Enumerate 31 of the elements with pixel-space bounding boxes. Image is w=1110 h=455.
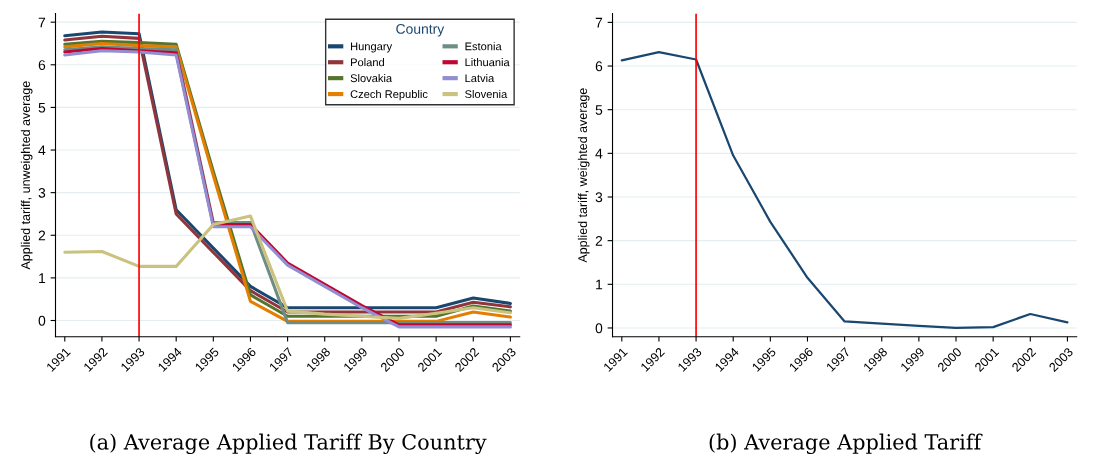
y-axis-title: Applied tariff, unweighted average [20, 81, 33, 270]
y-tick-label: 0 [595, 323, 603, 334]
y-tick-label: 2 [38, 230, 46, 241]
legend-label: Slovakia [350, 73, 393, 83]
legend-label: Czech Republic [350, 89, 428, 101]
legend-label: Lithuania [465, 58, 510, 67]
y-tick-label: 4 [595, 148, 603, 159]
y-tick-label: 1 [39, 273, 46, 283]
y-tick-label: 3 [38, 187, 46, 198]
y-tick-label: 5 [38, 102, 46, 113]
line-series [63, 214, 512, 320]
legend-label: Latvia [465, 73, 495, 83]
y-axis-title: Applied tariff, weighted average [577, 88, 590, 263]
y-tick-label: 1 [596, 279, 603, 290]
y-tick-label: 0 [38, 315, 46, 326]
legend-title: Country [396, 24, 445, 37]
legend-label: Poland [351, 58, 384, 67]
text: (a) Average Applied Tariff By Country [90, 433, 487, 455]
y-tick-label: 6 [38, 60, 46, 70]
y-tick-label: 5 [595, 105, 603, 115]
y-tick-label: 6 [595, 61, 603, 72]
legend-label: Slovenia [465, 89, 508, 99]
y-tick-label: 7 [595, 17, 603, 28]
legend-label: Hungary [351, 42, 393, 53]
line-series [620, 50, 1069, 330]
y-tick-label: 3 [595, 192, 603, 203]
text: (b) Average Applied Tariff [709, 433, 983, 455]
legend-label: Estonia [465, 42, 502, 51]
y-tick-label: 7 [38, 17, 46, 28]
y-tick-label: 2 [595, 235, 603, 246]
y-tick-label: 4 [38, 145, 46, 156]
